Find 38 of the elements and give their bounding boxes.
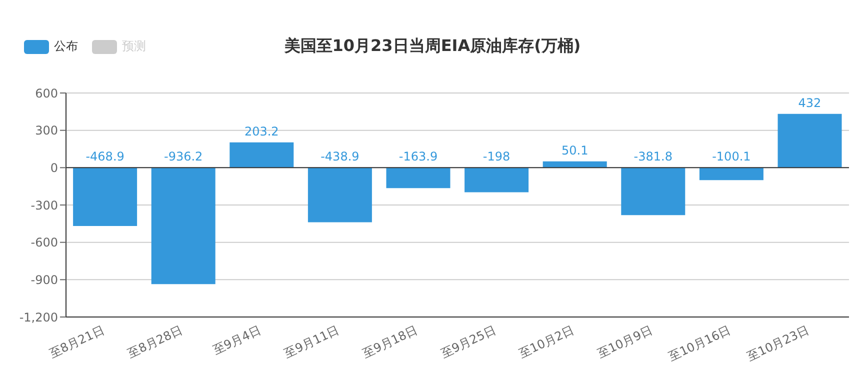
y-tick-label: -600 <box>30 236 58 250</box>
bar <box>151 168 216 284</box>
data-label: -163.9 <box>398 150 438 164</box>
x-tick-label: 至9月18日 <box>360 323 420 361</box>
data-label: 203.2 <box>244 124 279 138</box>
bar <box>73 168 138 226</box>
y-tick-label: 0 <box>50 160 58 175</box>
data-label: 432 <box>798 96 822 110</box>
chart-title: 美国至10月23日当周EIA原油库存(万桶) <box>284 36 581 55</box>
bar <box>778 114 842 168</box>
data-label: -381.8 <box>634 150 672 164</box>
data-label: -100.1 <box>712 150 751 164</box>
x-tick-label: 至9月11日 <box>282 323 342 361</box>
y-tick-label: -300 <box>30 198 58 212</box>
x-tick-label: 至9月4日 <box>210 323 264 358</box>
y-tick-label: 600 <box>35 86 58 100</box>
x-tick-label: 至10月23日 <box>744 323 812 364</box>
y-tick-label: 300 <box>35 124 58 138</box>
legend-label: 公布 <box>54 38 78 55</box>
y-tick-label: -900 <box>30 272 58 287</box>
x-tick-label: 至8月21日 <box>47 323 106 361</box>
data-label: -198 <box>482 150 510 164</box>
x-tick-label: 至10月9日 <box>595 323 655 361</box>
x-tick-label: 至9月25日 <box>438 323 498 361</box>
y-tick-label: -1,200 <box>19 310 58 324</box>
data-label: -936.2 <box>164 150 203 164</box>
bar <box>230 142 294 168</box>
data-label: 50.1 <box>561 143 588 158</box>
bar <box>699 168 764 180</box>
x-tick-label: 至10月2日 <box>516 323 576 361</box>
bar <box>308 168 372 222</box>
data-label: -468.9 <box>86 150 124 164</box>
bar <box>621 168 686 216</box>
data-label: -438.9 <box>320 150 360 164</box>
x-tick-label: 至10月16日 <box>666 323 733 364</box>
x-tick-label: 至8月28日 <box>125 323 185 361</box>
bar <box>386 168 450 188</box>
bar <box>464 168 529 192</box>
